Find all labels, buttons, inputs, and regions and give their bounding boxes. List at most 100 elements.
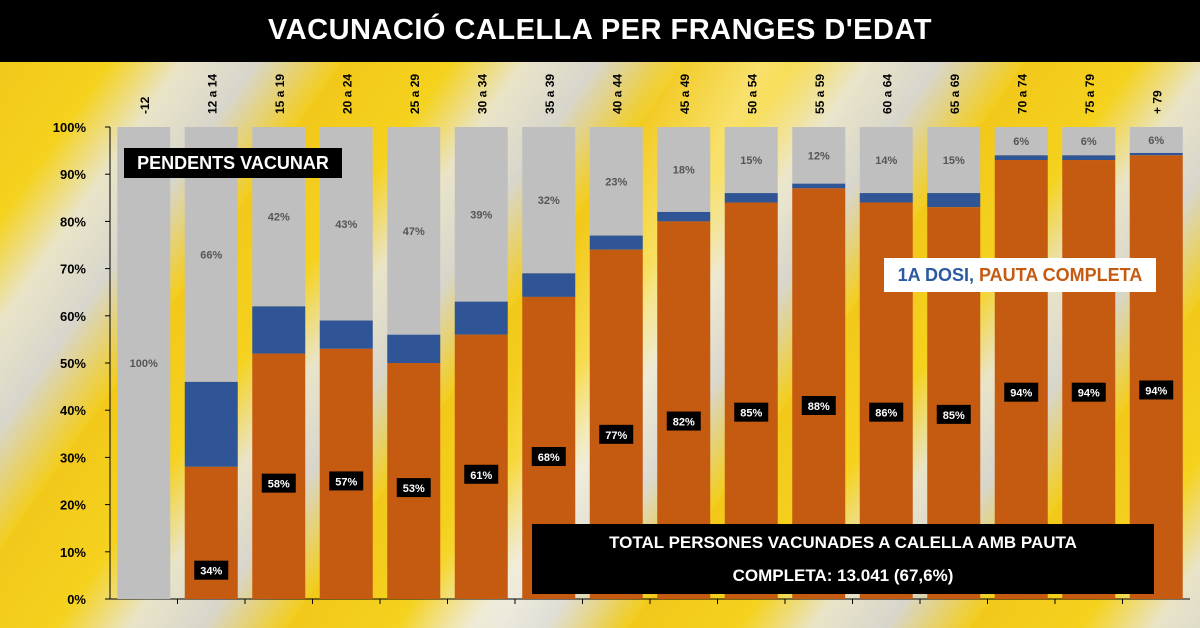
full-label-box [1071,382,1106,402]
category-label: 55 a 59 [813,74,827,114]
bar-first-dose-8 [657,211,711,222]
bar-pending-8 [657,127,711,212]
bar-pending-9 [724,127,778,194]
bar-first-dose-4 [387,334,441,363]
pending-data-label: 18% [673,164,695,176]
bar-pending-6 [522,127,576,274]
bar-first-dose-10 [792,183,846,189]
y-tick-label: 10% [60,545,86,560]
y-tick-label: 0% [67,592,86,607]
bar-first-dose-9 [724,193,778,203]
category-label: 60 a 64 [880,74,894,114]
full-data-label: 85% [943,410,965,422]
pending-data-label: 14% [875,155,897,167]
pending-label: PENDENTS VACUNAR [124,148,342,178]
category-label: 50 a 54 [745,74,759,114]
full-label-box [1004,382,1039,402]
full-data-label: 94% [1078,388,1100,400]
category-label: 25 a 29 [408,74,422,114]
category-label: -12 [138,96,152,114]
bar-first-dose-13 [994,155,1048,161]
bar-pending-4 [387,127,441,335]
full-label-box [464,464,499,484]
y-tick-label: 30% [60,450,86,465]
bar-first-dose-7 [589,235,643,250]
y-tick-label: 70% [60,262,86,277]
pending-data-label: 43% [335,219,357,231]
full-data-label: 85% [740,408,762,420]
total-summary: TOTAL PERSONES VACUNADES A CALELLA AMB P… [532,524,1154,594]
bar-first-dose-11 [859,193,913,203]
category-label: 40 a 44 [610,74,624,114]
full-data-label: 61% [470,470,492,482]
pending-data-label: 42% [268,212,290,224]
category-label: 45 a 49 [678,74,692,114]
full-data-label: 88% [808,401,830,413]
bar-pending-10 [792,127,846,184]
bar-pending-15 [1129,127,1183,153]
pending-data-label: 6% [1148,135,1164,147]
bar-first-dose-5 [454,301,508,335]
full-data-label: 53% [403,483,425,495]
title-bar: VACUNACIÓ CALELLA PER FRANGES D'EDAT [0,0,1200,60]
pending-data-label: 12% [808,150,830,162]
full-label-box [666,411,701,431]
legend: 1A DOSI, PAUTA COMPLETA [884,258,1156,292]
full-label-box [396,478,431,498]
y-tick-label: 100% [53,120,87,135]
category-label: 35 a 39 [543,74,557,114]
bar-first-dose-14 [1062,155,1116,161]
category-label: 30 a 34 [475,74,489,114]
full-data-label: 86% [875,408,897,420]
pending-data-label: 39% [470,209,492,221]
bar-pending-0 [117,127,171,599]
category-label: 20 a 24 [340,74,354,114]
y-tick-label: 80% [60,214,86,229]
y-tick-label: 60% [60,309,86,324]
bar-pending-12 [927,127,981,194]
legend-first-dose: 1A DOSI, [897,264,974,285]
full-label-box [531,447,566,467]
full-label-box [869,402,904,422]
bar-first-dose-2 [252,306,306,354]
bar-first-dose-12 [927,193,981,208]
full-label-box [801,395,836,415]
full-data-label: 82% [673,417,695,429]
full-data-label: 58% [268,479,290,491]
category-label: + 79 [1150,90,1164,114]
full-label-box [599,424,634,444]
y-tick-label: 20% [60,498,86,513]
bar-pending-13 [994,127,1048,156]
pending-data-label: 100% [130,358,158,370]
full-label-box [194,560,229,580]
full-data-label: 77% [605,430,627,442]
full-label-box [936,404,971,424]
pending-data-label: 23% [605,176,627,188]
pending-data-label: 66% [200,249,222,261]
bar-pending-11 [859,127,913,194]
chart-area: 0% 10% 20% 30% 40% 50% 60% 70% 80% 90% 100% -12 100%… [0,62,1200,628]
pending-data-label: 32% [538,195,560,207]
pending-data-label: 15% [943,155,965,167]
pending-data-label: 6% [1013,136,1029,148]
y-tick-label: 40% [60,403,86,418]
bar-first-dose-15 [1129,152,1183,156]
pending-data-label: 6% [1081,136,1097,148]
category-label: 12 a 14 [205,74,219,114]
full-label-box [1139,380,1174,400]
full-label-box [734,402,769,422]
bar-pending-14 [1062,127,1116,156]
category-label: 75 a 79 [1083,74,1097,114]
full-label-box [261,473,296,493]
total-line-2: COMPLETA: 13.041 (67,6%) [732,566,954,585]
y-tick-label: 50% [60,356,86,371]
bar-first-dose-6 [522,273,576,297]
full-data-label: 94% [1010,388,1032,400]
category-label: 15 a 19 [273,74,287,114]
bar-first-dose-1 [184,381,238,467]
y-tick-label: 90% [60,167,86,182]
chart-title: VACUNACIÓ CALELLA PER FRANGES D'EDAT [268,13,932,46]
pending-data-label: 47% [403,226,425,238]
bar-pending-7 [589,127,643,236]
